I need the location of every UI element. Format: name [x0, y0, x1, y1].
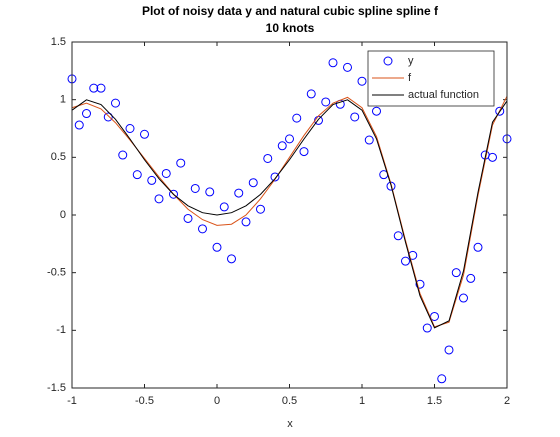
data-point [169, 189, 178, 199]
legend-label: f [408, 72, 412, 84]
data-point [488, 152, 497, 162]
y-tick-label: -1.5 [47, 382, 66, 394]
data-point [270, 172, 280, 182]
data-point [451, 268, 461, 278]
data-point [118, 150, 128, 160]
data-point [147, 175, 157, 185]
data-point [495, 106, 505, 116]
data-point [321, 97, 331, 107]
x-tick-label: 0 [214, 395, 220, 407]
x-tick-label: 1 [359, 395, 365, 407]
x-tick-label: 0.5 [282, 395, 297, 407]
y-tick-label: 0.5 [51, 151, 66, 163]
x-axis-label: x [287, 418, 293, 430]
data-point [227, 254, 236, 264]
data-point [140, 129, 149, 139]
data-point [212, 242, 222, 252]
data-point [393, 231, 403, 241]
data-point [96, 83, 106, 93]
data-point [444, 345, 454, 355]
x-tick-label: 1.5 [427, 395, 442, 407]
data-point [263, 153, 273, 163]
data-point [372, 106, 381, 116]
data-point [292, 113, 302, 123]
series-line [71, 99, 508, 329]
chart-title: Plot of noisy data y and natural cubic s… [142, 4, 439, 18]
data-point [277, 141, 287, 151]
data-point [190, 183, 200, 193]
data-point [241, 217, 251, 227]
data-point [328, 58, 338, 68]
legend-marker [383, 56, 393, 66]
legend-label: y [408, 55, 414, 67]
data-point [306, 89, 316, 99]
x-tick-label: -1 [67, 395, 77, 407]
data-point [299, 147, 309, 157]
data-point [205, 187, 215, 197]
data-point [132, 170, 142, 180]
data-point [401, 256, 410, 266]
data-point [103, 112, 113, 122]
axes-box [71, 41, 508, 389]
y-tick-label: -1 [56, 324, 66, 336]
legend-label: actual function [408, 89, 479, 101]
data-point [219, 202, 229, 212]
data-point [161, 168, 171, 178]
y-tick-label: -0.5 [47, 267, 66, 279]
data-point [183, 213, 193, 223]
x-tick-label: 2 [504, 395, 510, 407]
data-point [198, 224, 207, 234]
y-tick-label: 1.5 [51, 36, 66, 48]
y-tick-label: 0 [60, 209, 66, 221]
data-point [154, 194, 164, 204]
data-point [466, 273, 476, 283]
x-tick-label: -0.5 [135, 395, 154, 407]
data-point [285, 134, 294, 144]
data-point [89, 83, 99, 93]
data-point [459, 293, 468, 303]
data-point [473, 242, 483, 252]
data-point [234, 188, 244, 198]
chart-title: 10 knots [266, 21, 315, 35]
data-point [350, 112, 360, 122]
data-point [343, 62, 352, 72]
data-point [125, 124, 135, 133]
data-point [415, 279, 425, 289]
data-point [256, 204, 265, 214]
data-point [74, 120, 84, 130]
data-point [248, 178, 258, 188]
y-tick-label: 1 [60, 94, 66, 106]
data-point [357, 76, 367, 86]
data-point [176, 158, 186, 168]
data-point [82, 109, 91, 119]
data-point [422, 323, 432, 333]
data-point [111, 98, 120, 108]
data-point [437, 374, 447, 384]
data-point [364, 135, 374, 145]
